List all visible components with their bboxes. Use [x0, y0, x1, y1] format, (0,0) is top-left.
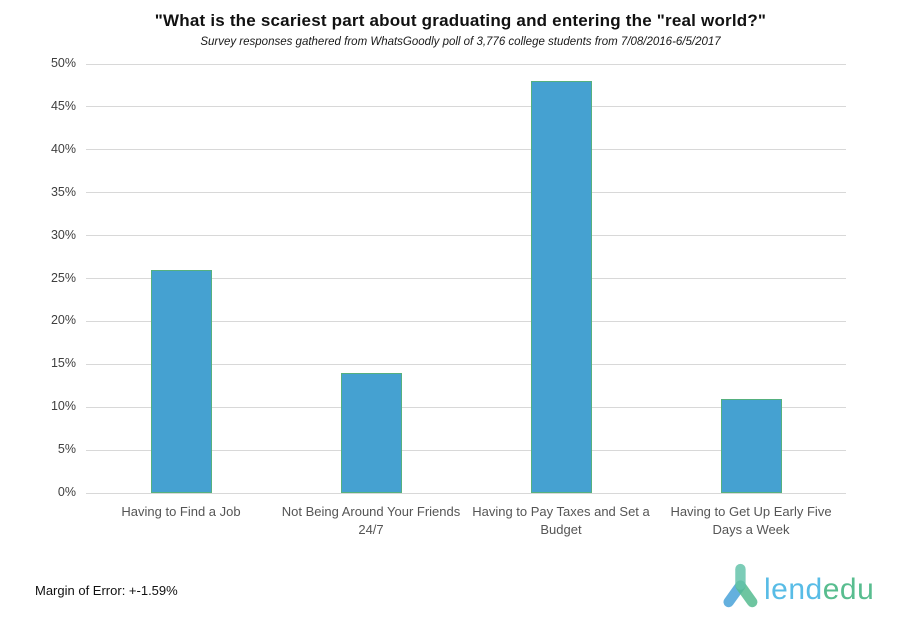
- bar-1: [150, 269, 212, 493]
- x-axis-label: Having to Find a Job: [121, 504, 241, 519]
- lendedu-person-icon: [723, 563, 758, 608]
- x-axis-label: Having to Pay Taxes and Set a Budget: [472, 504, 650, 537]
- y-axis-tick-label: 5%: [57, 442, 76, 457]
- y-axis-tick-label: 50%: [50, 56, 76, 70]
- bar-2: [340, 372, 402, 493]
- lendedu-wordmark-edu: edu: [822, 572, 875, 606]
- bar-4: [720, 398, 782, 493]
- lendedu-wordmark-lend: lend: [764, 572, 823, 606]
- x-axis-label: Having to Get Up Early Five Days a Week: [670, 504, 832, 537]
- gridline: [86, 492, 846, 494]
- plot-area: 0% 5% 10% 15% 20% 25% 30% 35% 40% 45% 50% Having to…: [51, 56, 846, 537]
- chart-title: "What is the scariest part about graduat…: [154, 11, 767, 30]
- lendedu-logo: lendedu: [719, 562, 874, 611]
- x-axis-label: Not Being Around Your Friends 24/7: [281, 504, 461, 537]
- margin-of-error-note: Margin of Error: +-1.59%: [35, 583, 178, 598]
- lendedu-wordmark: lendedu: [764, 572, 875, 606]
- gridline: [86, 278, 846, 279]
- y-axis-tick-label: 20%: [50, 313, 76, 328]
- gridline: [86, 149, 846, 151]
- y-axis-tick-label: 40%: [50, 141, 76, 156]
- y-axis-tick-label: 15%: [50, 356, 76, 371]
- gridline: [86, 106, 846, 108]
- gridline: [86, 235, 846, 237]
- y-axis-tick-label: 35%: [50, 184, 76, 199]
- gridline: [86, 192, 846, 194]
- y-axis-tick-label: 25%: [50, 270, 76, 285]
- gridline: [86, 63, 846, 65]
- y-axis-tick-label: 10%: [50, 399, 76, 414]
- gridline: [86, 363, 846, 365]
- gridline: [86, 449, 846, 451]
- gridline: [86, 320, 846, 322]
- y-axis-tick-label: 30%: [50, 227, 76, 242]
- gridline: [86, 406, 846, 408]
- y-axis-tick-label: 45%: [50, 98, 76, 113]
- y-axis-tick-label: 0%: [57, 485, 76, 499]
- chart-subtitle: Survey responses gathered from WhatsGood…: [200, 36, 721, 48]
- bar-3: [530, 81, 592, 493]
